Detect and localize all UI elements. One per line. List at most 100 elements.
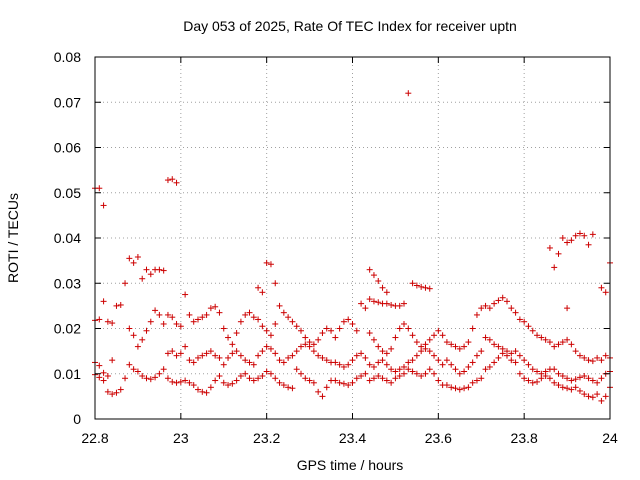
data-point	[581, 391, 588, 398]
data-point	[486, 336, 493, 343]
data-point	[259, 373, 266, 380]
data-point	[310, 341, 317, 348]
y-tick-label: 0.08	[54, 49, 81, 65]
data-point	[113, 302, 120, 309]
data-point	[435, 327, 442, 334]
data-point	[388, 379, 395, 386]
data-point	[546, 375, 553, 382]
data-point	[340, 318, 347, 325]
data-point	[242, 311, 249, 318]
data-point	[362, 305, 369, 312]
data-point	[491, 359, 498, 366]
data-point	[546, 244, 553, 251]
data-point	[323, 357, 330, 364]
data-point	[229, 350, 236, 357]
data-point	[598, 375, 605, 382]
data-point	[469, 379, 476, 386]
data-point	[508, 350, 515, 357]
data-point	[383, 361, 390, 368]
data-point	[134, 343, 141, 350]
data-point	[589, 394, 596, 401]
data-point	[336, 379, 343, 386]
y-tick-label: 0.01	[54, 366, 81, 382]
data-point	[534, 332, 541, 339]
data-point	[302, 334, 309, 341]
data-point	[426, 366, 433, 373]
data-point	[576, 387, 583, 394]
data-point	[293, 348, 300, 355]
data-point	[555, 341, 562, 348]
data-point	[542, 336, 549, 343]
data-point	[422, 345, 429, 352]
data-point	[370, 298, 377, 305]
data-point	[117, 386, 124, 393]
data-point	[568, 386, 575, 393]
data-point	[315, 352, 322, 359]
data-point	[173, 352, 180, 359]
chart-title: Day 053 of 2025, Rate Of TEC Index for r…	[183, 18, 517, 34]
data-point	[529, 327, 536, 334]
data-point	[392, 375, 399, 382]
data-point	[602, 393, 609, 400]
data-point	[516, 316, 523, 323]
x-tick-label: 23	[173, 430, 189, 446]
data-point	[396, 302, 403, 309]
data-point	[585, 393, 592, 400]
data-point	[302, 375, 309, 382]
data-point	[298, 370, 304, 377]
data-point	[482, 302, 489, 309]
y-tick-label: 0.04	[54, 230, 81, 246]
data-point	[529, 379, 536, 386]
data-point	[242, 370, 249, 377]
data-point	[401, 300, 407, 307]
data-point	[370, 375, 377, 382]
data-point	[173, 320, 180, 327]
data-point	[555, 370, 562, 377]
y-axis-label: ROTI / TECUs	[5, 193, 21, 283]
data-point	[259, 289, 266, 296]
data-point	[229, 380, 236, 387]
data-point	[323, 325, 330, 332]
data-point	[289, 352, 296, 359]
x-tick-label: 23.4	[339, 430, 366, 446]
data-point	[452, 385, 459, 392]
data-point	[512, 359, 519, 366]
data-point	[413, 282, 420, 289]
data-point	[207, 348, 214, 355]
data-point	[100, 369, 107, 376]
data-point	[375, 343, 382, 350]
data-point	[469, 325, 476, 332]
data-point	[542, 373, 549, 380]
data-point	[336, 325, 343, 332]
data-point	[182, 343, 189, 350]
data-point	[426, 285, 433, 292]
data-point	[555, 382, 562, 389]
data-point	[478, 375, 485, 382]
data-point	[169, 378, 176, 385]
data-point	[122, 375, 129, 382]
data-point	[255, 316, 262, 323]
data-point	[555, 250, 562, 257]
data-point	[431, 352, 438, 359]
data-point	[160, 366, 167, 373]
data-point	[186, 357, 193, 364]
data-point	[285, 354, 292, 361]
data-point	[435, 377, 442, 384]
x-tick-label: 23.2	[253, 430, 280, 446]
data-point	[233, 377, 240, 384]
data-point	[508, 305, 515, 312]
data-point	[448, 341, 455, 348]
data-point	[538, 375, 545, 382]
data-point	[396, 373, 403, 380]
data-point	[216, 354, 223, 361]
data-point	[366, 330, 373, 337]
data-point	[207, 384, 214, 391]
data-point	[388, 345, 395, 352]
data-point	[559, 339, 566, 346]
data-point	[117, 301, 124, 308]
data-point	[104, 373, 111, 380]
data-point	[379, 284, 386, 291]
y-tick-label: 0.03	[54, 275, 81, 291]
y-tick-label: 0.07	[54, 94, 81, 110]
data-point	[564, 375, 571, 382]
